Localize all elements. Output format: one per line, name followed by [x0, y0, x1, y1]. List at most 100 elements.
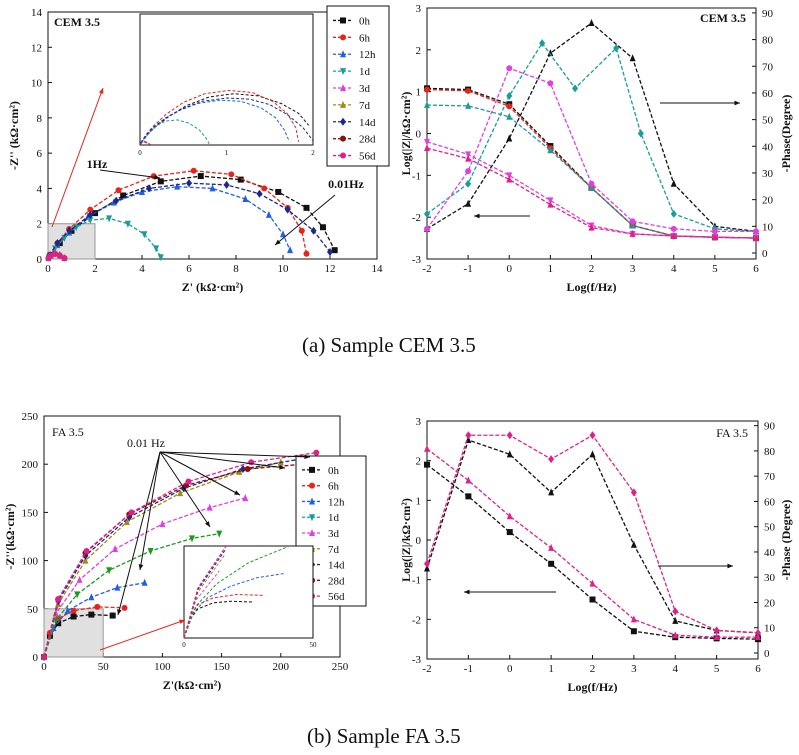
x-tick-label: 5 [714, 663, 720, 675]
data-point [61, 234, 68, 242]
data-point [121, 604, 128, 611]
annotation-001hz: 0.01Hz [328, 177, 364, 191]
data-point [588, 180, 595, 187]
legend-label: 12h [359, 49, 376, 61]
y2-tick-label: 70 [764, 471, 776, 483]
data-point [424, 225, 430, 232]
caption-a: (a) Sample CEM 3.5 [302, 333, 476, 357]
data-point [506, 450, 513, 458]
x-tick-label: 100 [154, 661, 171, 673]
data-point [70, 613, 77, 620]
data-point [87, 206, 94, 213]
y-axis-label: Log(|Z|/kΩ·cm²) [399, 498, 413, 582]
data-point [287, 246, 294, 254]
inset-plot: 0 1 2 [138, 13, 315, 157]
y-tick-label: 2 [416, 45, 422, 57]
data-point [157, 178, 164, 185]
x-axis-label: Z'(kΩ·cm²) [163, 678, 222, 692]
x-tick-label: -2 [422, 663, 431, 675]
y-tick-label: -2 [412, 614, 421, 626]
legend-label: 6h [328, 481, 340, 493]
data-point [242, 195, 249, 203]
callout-001hz-1-head [304, 454, 310, 460]
data-point [670, 209, 677, 218]
data-point [424, 559, 430, 568]
arrow-to-phase-axis-head [734, 100, 740, 106]
y-tick-label: -3 [412, 254, 422, 266]
x-axis-label: Log(f/Hz) [567, 280, 617, 294]
legend-marker [309, 482, 315, 489]
annotation-001hz: 0.01 Hz [127, 436, 165, 450]
data-point [547, 200, 554, 208]
inset-series-line [183, 545, 290, 639]
legend-label: 0h [359, 15, 371, 27]
legend-label: 28d [359, 134, 376, 146]
data-point [223, 180, 230, 189]
legend-marker [340, 100, 346, 108]
legend-marker [309, 514, 315, 522]
data-point [711, 228, 718, 235]
data-point [588, 183, 595, 191]
arrow-to-impedance-axis-head [474, 213, 480, 219]
data-point [185, 478, 192, 485]
y2-tick-label: 10 [762, 221, 774, 233]
y-tick-label: -1 [412, 170, 421, 182]
x-tick-label: 200 [273, 661, 290, 673]
x-tick-label: 2 [590, 663, 596, 675]
arrow-to-phase-axis-head [727, 563, 733, 569]
chart-title: FA 3.5 [716, 426, 748, 440]
x-tick-label: 0 [507, 263, 513, 275]
x-tick-label: 6 [186, 263, 192, 275]
series-line [426, 439, 759, 634]
legend-label: 12h [328, 496, 345, 508]
data-point [465, 199, 472, 207]
data-point [424, 209, 430, 218]
inset-series-line [183, 545, 227, 639]
callout-001hz-4-head [204, 521, 210, 527]
data-point [313, 449, 320, 456]
data-point [755, 628, 761, 637]
data-point [114, 583, 121, 591]
data-point [506, 431, 513, 440]
y-tick-label: -3 [412, 654, 422, 666]
data-point [548, 455, 555, 464]
series-line [426, 448, 758, 638]
data-point [506, 512, 513, 520]
data-point [506, 529, 513, 536]
callout-001hz-4 [159, 451, 211, 528]
data-point [146, 184, 153, 193]
data-point [56, 252, 63, 259]
data-point [190, 167, 197, 174]
data-point [589, 450, 596, 458]
data-point [589, 579, 596, 587]
legend-label: 0h [328, 465, 340, 477]
y-tick-label: 1 [416, 495, 422, 507]
series-line [48, 182, 331, 256]
callout-001hz-2-head [279, 464, 285, 470]
y-tick-label: 2 [37, 219, 43, 231]
data-point [256, 189, 263, 198]
x-tick-label: 1 [548, 663, 554, 675]
data-point [629, 229, 636, 237]
data-point [76, 575, 83, 583]
data-point [47, 252, 54, 259]
data-point [630, 615, 637, 623]
y2-tick-label: 90 [762, 8, 774, 20]
data-point [52, 251, 59, 258]
legend-marker [309, 529, 315, 536]
data-point [613, 44, 620, 53]
zoom-arrow-b-head [179, 619, 185, 625]
legend-label: 56d [328, 591, 345, 603]
data-point [424, 101, 430, 109]
data-point [713, 626, 720, 635]
data-point [106, 215, 113, 223]
y-axis-label: Log(|Z|/kΩ·cm²) [399, 92, 413, 176]
arrow-to-impedance-axis-head [464, 589, 470, 595]
y-tick-label: 3 [416, 3, 422, 15]
data-point [55, 596, 62, 603]
data-point [280, 230, 286, 238]
data-point [424, 86, 430, 93]
data-point [157, 254, 164, 262]
